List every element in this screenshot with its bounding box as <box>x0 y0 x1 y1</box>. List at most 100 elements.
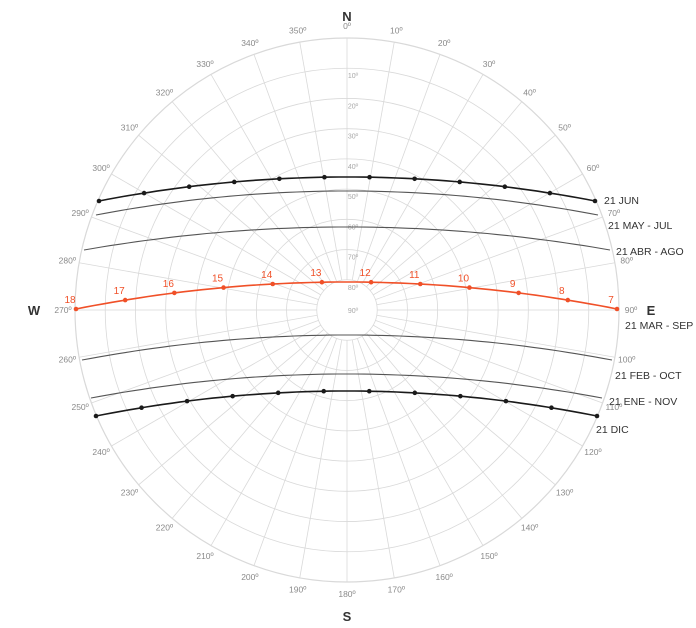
altitude-label: 80º <box>348 285 359 292</box>
hour-point <box>270 281 276 287</box>
azimuth-label: 240º <box>92 447 109 457</box>
azimuth-spoke <box>351 42 395 281</box>
azimuth-label: 200º <box>241 572 258 582</box>
azimuth-label: 100º <box>618 354 635 364</box>
hour-label: 8 <box>559 286 565 297</box>
hour-point <box>230 393 235 399</box>
hour-point <box>502 184 508 190</box>
azimuth-label: 140º <box>521 523 538 533</box>
azimuth-label: 10º <box>390 25 403 35</box>
altitude-label: 10º <box>348 73 359 80</box>
sun-path-line <box>95 390 598 417</box>
azimuth-label: 280º <box>59 256 76 266</box>
azimuth-spoke <box>253 338 338 566</box>
hour-label: 15 <box>212 274 224 285</box>
azimuth-label: 50º <box>558 122 571 132</box>
hour-point <box>275 390 281 396</box>
hour-labels: 18 17 16 15 14 13 12 11 10 9 8 7 <box>64 268 614 306</box>
azimuth-spoke <box>375 216 603 301</box>
azimuth-label: 130º <box>556 488 573 498</box>
azimuth-spoke <box>375 319 603 404</box>
azimuth-label: 170º <box>388 585 405 595</box>
azimuth-label: 290º <box>71 208 88 218</box>
altitude-labels: 10º 20º 30º 40º 50º 60º 70º 80º 90º <box>348 73 359 315</box>
hour-label: 9 <box>510 279 516 290</box>
hour-point <box>457 179 463 185</box>
sun-path-label: 21 DIC <box>596 424 629 436</box>
hour-point <box>321 388 327 394</box>
hour-point <box>73 306 79 312</box>
azimuth-spoke <box>369 329 556 486</box>
hour-point <box>231 179 237 185</box>
azimuth-spoke <box>111 324 322 447</box>
azimuth-spoke <box>372 173 583 296</box>
hour-point <box>172 290 177 296</box>
hour-point <box>319 279 325 285</box>
altitude-label: 70º <box>348 255 359 262</box>
azimuth-label: 70º <box>608 208 621 218</box>
azimuth-label: 300º <box>92 163 109 173</box>
sun-path-line <box>95 190 599 216</box>
east-label: E <box>647 303 656 318</box>
azimuth-spoke <box>376 314 615 358</box>
south-label: S <box>343 609 352 624</box>
hour-point <box>367 174 372 180</box>
azimuth-label: 120º <box>584 447 601 457</box>
altitude-label: 30º <box>348 134 359 141</box>
hour-point <box>322 174 327 180</box>
azimuth-label: 60º <box>587 163 600 173</box>
hour-point <box>565 297 571 303</box>
azimuth-spoke <box>369 134 556 291</box>
hour-point <box>277 176 282 182</box>
azimuth-label: 310º <box>121 122 138 132</box>
hour-point <box>503 398 509 404</box>
hour-point <box>368 279 374 285</box>
hour-label: 11 <box>409 270 420 281</box>
azimuth-label: 210º <box>196 551 213 561</box>
azimuth-label: 90º <box>625 305 638 315</box>
azimuth-label: 250º <box>71 402 88 412</box>
hour-label: 18 <box>64 295 76 306</box>
hour-point <box>186 184 192 190</box>
sun-path-line <box>90 373 603 399</box>
sun-path-line <box>98 176 596 202</box>
altitude-label: 40º <box>348 164 359 171</box>
sun-path-label: 21 ABR - AGO <box>616 246 684 258</box>
altitude-label: 20º <box>348 103 359 110</box>
hour-point <box>592 198 598 204</box>
azimuth-label: 30º <box>483 59 496 69</box>
hour-point <box>594 413 600 419</box>
azimuth-label: 110º <box>606 402 623 412</box>
hour-label: 13 <box>310 268 322 279</box>
azimuth-spoke <box>111 173 322 296</box>
hour-point <box>122 297 128 303</box>
hour-label: 16 <box>163 279 175 290</box>
azimuth-spoke <box>253 54 338 282</box>
azimuth-spoke <box>299 42 343 281</box>
hour-point <box>93 413 99 419</box>
azimuth-spoke <box>91 216 319 301</box>
azimuth-label: 230º <box>121 488 138 498</box>
azimuth-spoke <box>138 329 325 486</box>
azimuth-label: 20º <box>438 38 451 48</box>
sun-path-label: 21 JUN <box>604 195 639 207</box>
west-label: W <box>28 303 41 318</box>
azimuth-spoke <box>210 335 333 546</box>
azimuth-spoke <box>351 339 395 578</box>
hour-point <box>221 285 226 290</box>
hour-point <box>614 306 620 312</box>
hour-point <box>184 398 190 404</box>
hour-point <box>417 281 423 287</box>
hour-point <box>547 190 553 196</box>
hour-label: 10 <box>458 274 470 285</box>
azimuth-label: 320º <box>156 87 173 97</box>
azimuth-spoke <box>138 134 325 291</box>
azimuth-spoke <box>361 335 484 546</box>
azimuth-label: 0º <box>343 21 351 31</box>
azimuth-spoke <box>171 332 328 519</box>
azimuth-label: 180º <box>338 589 355 599</box>
altitude-label: 90º <box>348 308 359 315</box>
azimuth-label: 260º <box>59 354 76 364</box>
sun-path-line <box>75 281 618 310</box>
sun-path-label: 21 MAY - JUL <box>608 220 673 232</box>
